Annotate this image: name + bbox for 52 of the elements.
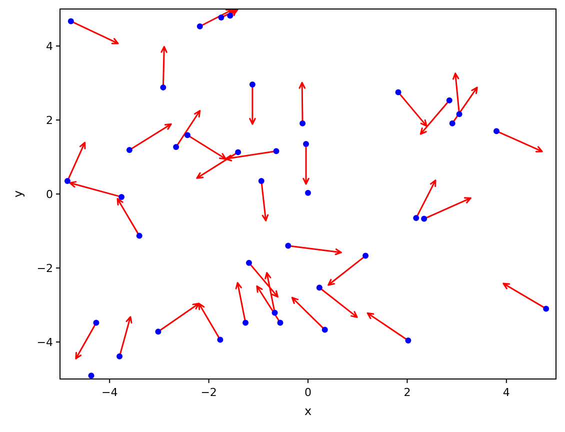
point: [322, 326, 328, 333]
point: [196, 23, 203, 30]
point: [93, 320, 100, 326]
point: [413, 215, 420, 222]
point: [227, 12, 234, 19]
point: [116, 353, 123, 360]
point: [88, 372, 94, 379]
point: [316, 284, 322, 291]
y-tick-label: 0: [46, 188, 53, 201]
y-tick-label: −2: [36, 262, 53, 275]
point: [543, 306, 550, 312]
point: [249, 81, 256, 88]
point: [395, 89, 402, 96]
point: [449, 120, 456, 126]
point: [126, 146, 132, 153]
y-tick-label: −4: [36, 336, 53, 349]
point: [285, 242, 292, 249]
point: [118, 194, 125, 200]
point: [136, 232, 142, 239]
point: [64, 178, 70, 184]
point: [160, 84, 166, 90]
point: [362, 252, 369, 259]
x-tick-label: −4: [101, 386, 118, 399]
point: [258, 178, 264, 184]
y-tick-label: 2: [46, 114, 53, 127]
point: [155, 328, 162, 335]
point: [242, 320, 249, 326]
point: [68, 18, 74, 24]
point: [277, 320, 284, 326]
point: [272, 310, 278, 316]
point: [421, 216, 428, 222]
point: [493, 128, 500, 134]
point: [456, 111, 462, 118]
point: [303, 141, 310, 148]
y-tick-label: 4: [46, 40, 53, 53]
x-axis-title: x: [304, 404, 312, 418]
point: [184, 132, 190, 138]
x-tick-label: 0: [304, 386, 312, 399]
point: [235, 149, 242, 156]
point: [218, 14, 224, 21]
point: [273, 148, 280, 154]
point: [446, 97, 452, 104]
y-axis-title: y: [11, 190, 25, 198]
point: [405, 338, 412, 344]
point: [246, 260, 252, 266]
point: [217, 336, 224, 343]
x-tick-label: 4: [502, 386, 510, 399]
x-tick-label: −2: [200, 386, 217, 399]
point: [300, 120, 306, 126]
point: [305, 190, 311, 196]
x-tick-label: 2: [404, 386, 411, 399]
point: [173, 144, 180, 150]
